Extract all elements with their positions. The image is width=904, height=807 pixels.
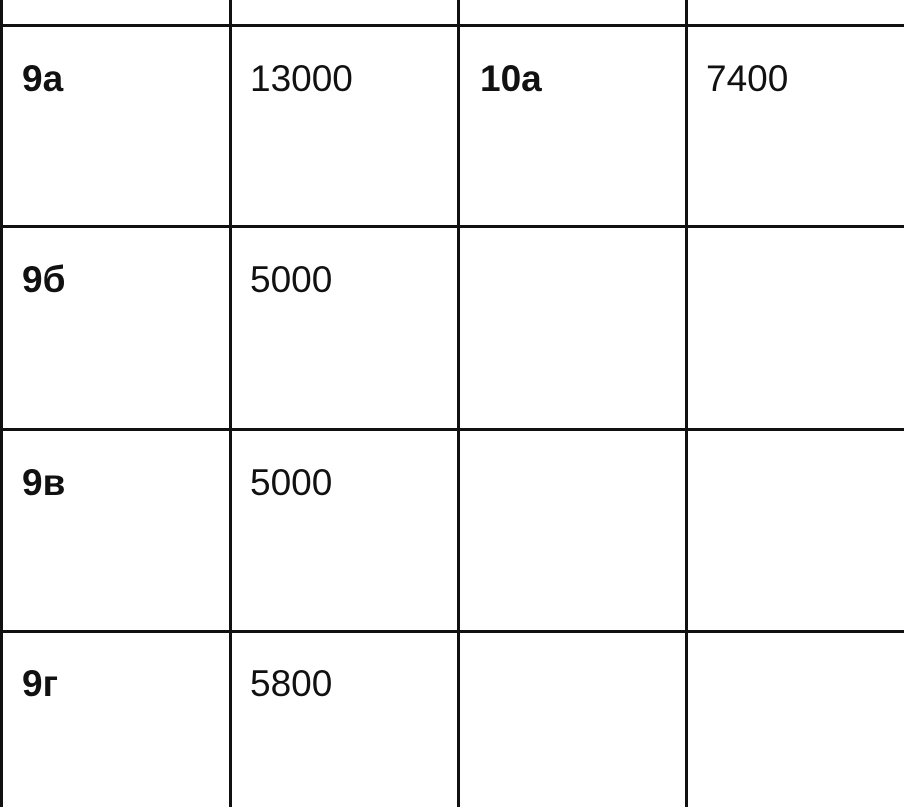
table-border: [457, 0, 460, 807]
table-border: [0, 428, 904, 431]
table-border: [0, 630, 904, 633]
table-cell-class: 9г: [22, 663, 58, 704]
table-cell-value: 5000: [250, 462, 333, 503]
table-border: [0, 225, 904, 228]
table-cell-value: 13000: [250, 58, 353, 99]
table-cell-class: 10а: [480, 58, 542, 99]
table-border: [229, 0, 232, 807]
table-cell-class: 9в: [22, 462, 66, 503]
table-cell-class: 9б: [22, 259, 66, 300]
table-border: [0, 0, 3, 807]
table-cell-class: 9а: [22, 58, 64, 99]
table-cell-value: 5000: [250, 259, 333, 300]
table-border: [0, 24, 904, 27]
table-border: [685, 0, 688, 807]
table-cell-value: 7400: [706, 58, 789, 99]
table-cell-value: 5800: [250, 663, 333, 704]
